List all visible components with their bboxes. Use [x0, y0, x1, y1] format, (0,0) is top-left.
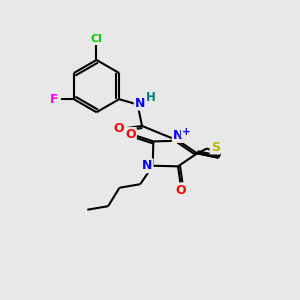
Text: Cl: Cl: [91, 34, 102, 44]
Text: N: N: [173, 129, 183, 142]
Text: N: N: [135, 97, 145, 110]
Text: N: N: [142, 159, 153, 172]
Text: O: O: [113, 122, 124, 135]
Text: O: O: [175, 184, 186, 196]
Text: S: S: [211, 140, 220, 154]
Text: F: F: [50, 93, 59, 106]
Text: H: H: [146, 92, 156, 104]
Text: +: +: [182, 128, 190, 137]
Text: O: O: [125, 128, 136, 141]
